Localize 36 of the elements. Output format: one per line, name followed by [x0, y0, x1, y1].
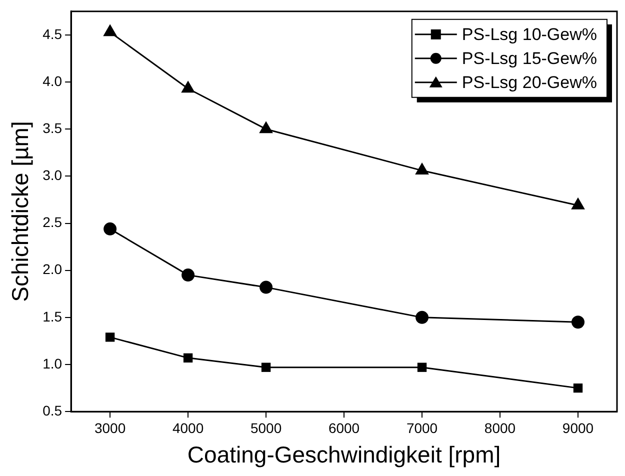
point: [260, 280, 273, 294]
point: [181, 80, 195, 93]
y-tick-label: 3.0: [42, 167, 62, 184]
point: [183, 353, 193, 363]
point: [416, 310, 429, 324]
point: [417, 362, 427, 372]
x-tick-label: 9000: [562, 420, 594, 436]
y-tick-label: 1.5: [42, 308, 62, 324]
point: [182, 268, 195, 282]
point: [573, 383, 583, 393]
point: [261, 362, 271, 372]
x-tick-label: 6000: [328, 420, 360, 436]
x-tick-label: 8000: [484, 420, 516, 436]
x-tick-label: 7000: [406, 420, 438, 436]
x-tick-label: 5000: [250, 420, 282, 436]
point: [105, 332, 115, 342]
y-tick-label: 1.0: [42, 355, 62, 372]
y-tick-label: 4.5: [42, 26, 62, 42]
y-tick-label: 3.5: [42, 120, 62, 136]
point: [571, 197, 585, 210]
x-axis-title: Coating-Geschwindigkeit [rpm]: [187, 442, 501, 468]
point: [572, 316, 585, 329]
point: [415, 162, 429, 175]
legend-label: PS-Lsg 20-Gew%: [462, 73, 598, 92]
x-tick-label: 3000: [94, 420, 126, 436]
legend-label: PS-Lsg 15-Gew%: [462, 49, 598, 68]
y-tick-label: 2.5: [42, 214, 62, 230]
y-tick-label: 4.0: [42, 72, 62, 89]
point: [104, 222, 117, 236]
point: [259, 121, 273, 134]
y-tick-label: 0.5: [42, 402, 62, 418]
x-tick-label: 4000: [172, 420, 204, 436]
y-axis-title: Schichtdicke [µm]: [7, 121, 34, 302]
point: [103, 24, 117, 36]
legend-label: PS-Lsg 10-Gew%: [462, 25, 598, 44]
y-tick-label: 2.0: [42, 261, 62, 278]
